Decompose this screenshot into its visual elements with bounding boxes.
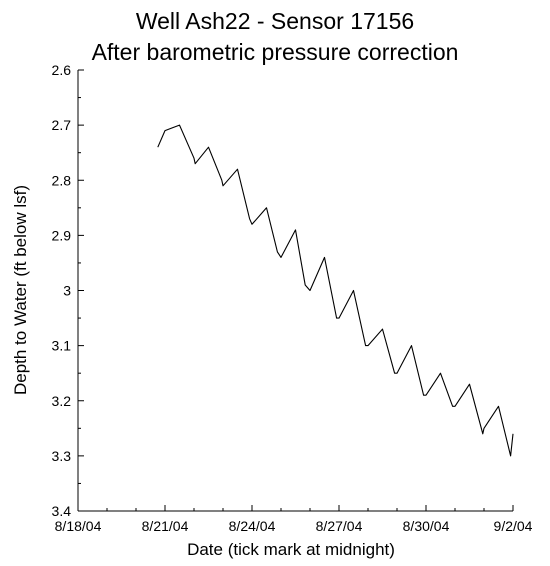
y-axis-title: Depth to Water (ft below lsf) <box>11 185 30 395</box>
x-axis-title: Date (tick mark at midnight) <box>187 540 395 559</box>
y-tick-label: 2.7 <box>52 117 72 133</box>
x-tick-label: 8/30/04 <box>403 518 450 534</box>
y-tick-label: 2.6 <box>52 62 72 78</box>
chart-title: Well Ash22 - Sensor 17156 <box>135 8 415 34</box>
x-tick-label: 8/24/04 <box>229 518 276 534</box>
chart-ticks <box>77 69 514 512</box>
y-tick-label: 3 <box>63 283 71 299</box>
chart-subtitle: After barometric pressure correction <box>91 39 459 65</box>
x-tick-label: 8/27/04 <box>316 518 363 534</box>
y-tick-label: 2.9 <box>52 227 72 243</box>
y-tick-label: 2.8 <box>52 172 72 188</box>
depth-series-line <box>157 124 514 457</box>
chart-axes <box>77 70 513 512</box>
y-tick-label: 3.2 <box>52 393 72 409</box>
x-tick-label: 9/2/04 <box>494 518 533 534</box>
data-series <box>157 124 514 457</box>
y-tick-label: 3.3 <box>52 448 72 464</box>
y-tick-label: 3.1 <box>52 338 72 354</box>
tick-labels: 2.6 2.7 2.8 2.9 3 3.1 3.2 3.3 3.48/18/04 8/21/04 8… <box>52 62 533 534</box>
x-tick-label: 8/18/04 <box>55 518 102 534</box>
y-tick-label: 3.4 <box>52 503 72 519</box>
x-tick-label: 8/21/04 <box>142 518 189 534</box>
